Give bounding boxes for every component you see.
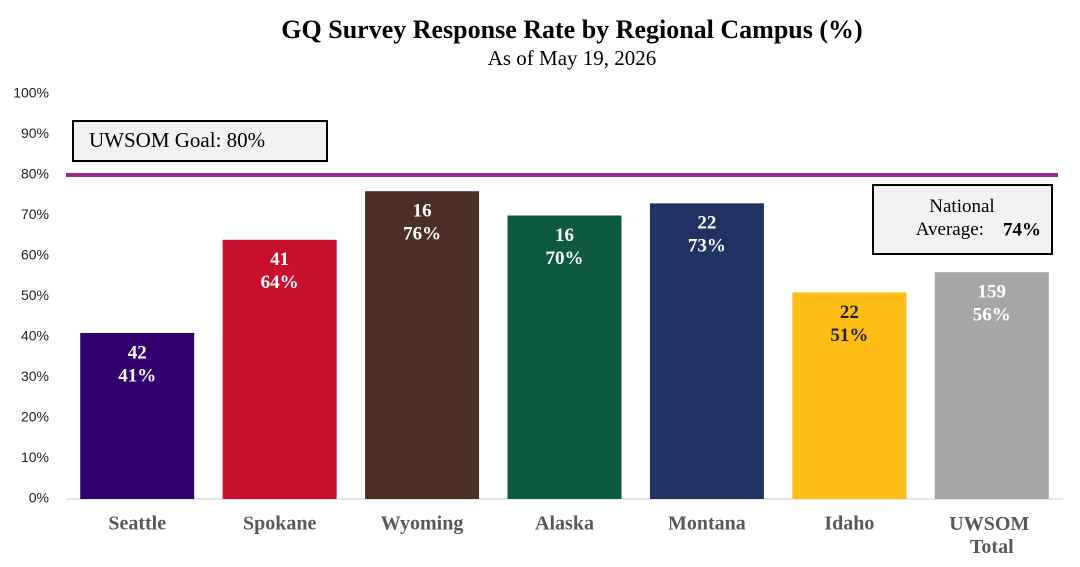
bar bbox=[365, 191, 480, 499]
bar bbox=[222, 239, 337, 500]
count-label: 42 bbox=[128, 342, 147, 363]
value-label: 51% bbox=[830, 325, 868, 346]
x-tick-label: Alaska bbox=[535, 513, 594, 535]
value-label: 76% bbox=[403, 224, 441, 245]
count-label: 22 bbox=[840, 302, 859, 323]
national-label: National Average: bbox=[912, 196, 995, 240]
y-tick-label: 30% bbox=[21, 368, 49, 384]
y-tick-label: 10% bbox=[21, 449, 49, 465]
count-label: 16 bbox=[555, 225, 574, 246]
y-tick-label: 60% bbox=[21, 247, 49, 263]
x-tick-label: Montana bbox=[668, 513, 746, 535]
x-tick-label: Idaho bbox=[824, 513, 874, 535]
y-tick-label: 100% bbox=[13, 85, 49, 101]
y-tick-label: 0% bbox=[29, 490, 49, 506]
bar bbox=[934, 272, 1049, 499]
y-tick-label: 50% bbox=[21, 287, 49, 303]
count-label: 22 bbox=[697, 213, 716, 234]
national-value: 74% bbox=[1003, 219, 1041, 240]
count-label: 41 bbox=[270, 249, 289, 270]
y-tick-label: 90% bbox=[21, 125, 49, 141]
y-tick-label: 40% bbox=[21, 328, 49, 344]
bar bbox=[80, 332, 195, 499]
count-label: 16 bbox=[413, 201, 432, 222]
value-label: 70% bbox=[546, 248, 584, 269]
chart-subtitle: As of May 19, 2026 bbox=[488, 46, 657, 70]
count-label: 159 bbox=[978, 282, 1007, 303]
bar bbox=[792, 292, 907, 499]
national-label-line: National bbox=[929, 196, 994, 217]
value-label: 73% bbox=[688, 236, 726, 257]
bar bbox=[649, 203, 764, 499]
value-label: 64% bbox=[261, 272, 299, 293]
x-tick-label: Spokane bbox=[243, 513, 316, 535]
bar bbox=[507, 215, 622, 499]
national-box bbox=[872, 184, 1053, 255]
x-tick-label: Seattle bbox=[108, 513, 166, 535]
y-tick-label: 70% bbox=[21, 206, 49, 222]
y-tick-label: 80% bbox=[21, 166, 49, 182]
national-label-line: Average: bbox=[912, 219, 984, 240]
goal-box bbox=[72, 120, 328, 162]
x-tick-label: UWSOM Total bbox=[949, 513, 1034, 558]
x-tick-label: Wyoming bbox=[381, 513, 464, 535]
goal-label: UWSOM Goal: 80% bbox=[89, 128, 265, 152]
chart-title: GQ Survey Response Rate by Regional Camp… bbox=[281, 15, 862, 44]
value-label: 56% bbox=[973, 305, 1011, 326]
y-tick-label: 20% bbox=[21, 409, 49, 425]
value-label: 41% bbox=[118, 365, 156, 386]
